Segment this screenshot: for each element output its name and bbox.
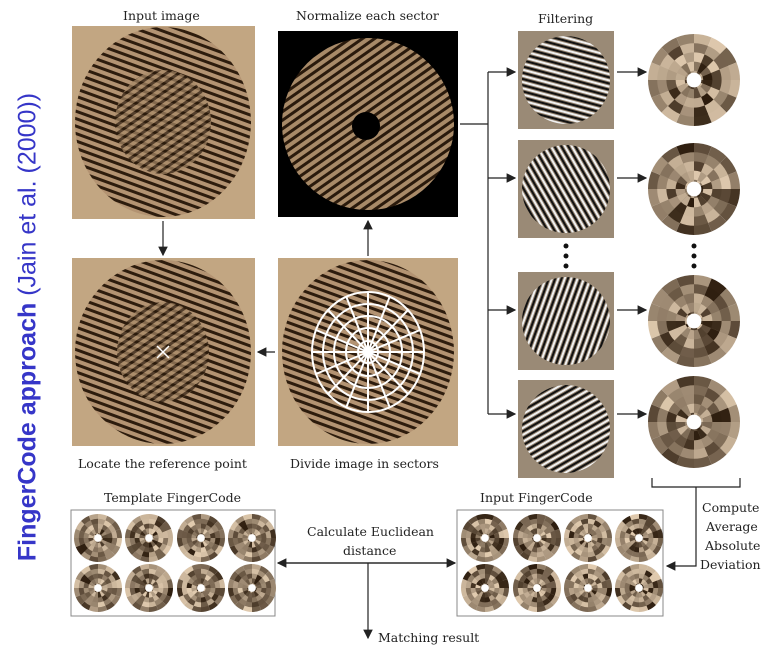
label-compute: Compute — [702, 500, 760, 515]
template-fingercode-grid — [74, 514, 276, 612]
sectors-image — [278, 258, 458, 446]
label-locate: Locate the reference point — [78, 456, 247, 471]
arrow-to-input-fingercode — [665, 487, 697, 571]
label-euclid-1: Calculate Euclidean — [307, 524, 434, 539]
label-normalize: Normalize each sector — [296, 8, 439, 23]
label-average: Average — [706, 519, 758, 534]
input-code-disk — [461, 514, 509, 562]
ellipsis-dots — [563, 243, 697, 269]
input-code-disk — [615, 514, 663, 562]
normalized-image — [278, 31, 458, 217]
label-deviation: Deviation — [700, 557, 761, 572]
label-filtering: Filtering — [538, 11, 594, 26]
label-template-fingercode: Template FingerCode — [104, 490, 242, 505]
input-fingerprint-image — [72, 26, 255, 219]
arrows — [158, 67, 741, 640]
locate-reference-image — [72, 258, 255, 446]
input-code-disk — [615, 564, 663, 612]
template-code-disk — [125, 514, 173, 562]
feature-disk-4 — [648, 376, 740, 468]
label-divide: Divide image in sectors — [290, 456, 439, 471]
input-code-disk — [513, 514, 561, 562]
feature-disk-2 — [648, 143, 740, 236]
input-code-disk — [461, 564, 509, 612]
template-code-disk — [177, 564, 225, 612]
label-matching-result: Matching result — [378, 630, 480, 645]
feature-disks — [648, 34, 740, 468]
template-code-disk — [177, 514, 225, 562]
reference-point-icon — [156, 345, 170, 359]
template-code-disk — [228, 514, 276, 562]
input-code-disk — [564, 564, 612, 612]
filtered-images — [518, 31, 614, 478]
input-fingercode-grid — [461, 514, 663, 612]
label-euclid-2: distance — [343, 543, 397, 558]
label-input-image: Input image — [123, 8, 200, 23]
template-code-disk — [74, 564, 122, 612]
input-code-disk — [513, 564, 561, 612]
label-input-fingercode: Input FingerCode — [480, 490, 593, 505]
sector-grid — [311, 291, 425, 413]
template-code-disk — [74, 514, 122, 562]
template-code-disk — [228, 564, 276, 612]
feature-disk-3 — [648, 275, 740, 367]
feature-disk-1 — [648, 34, 740, 126]
bracket — [651, 478, 741, 488]
label-absolute: Absolute — [705, 538, 761, 553]
input-code-disk — [564, 514, 612, 562]
template-code-disk — [125, 564, 173, 612]
